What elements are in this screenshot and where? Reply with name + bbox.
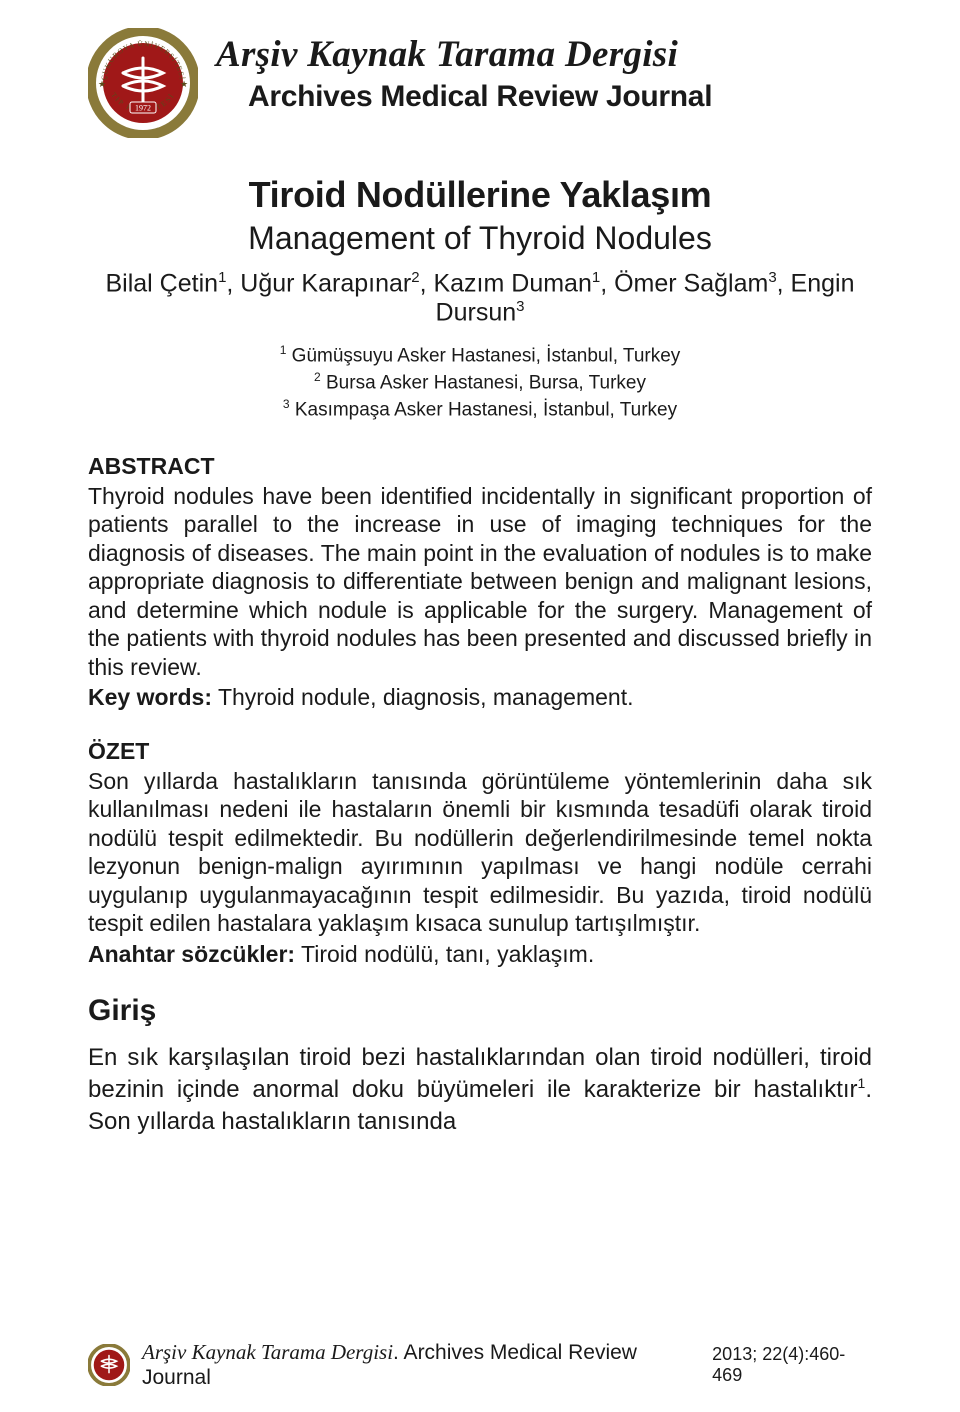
footer-logo — [88, 1344, 130, 1386]
keywords-text-tr: Tiroid nodülü, tanı, yaklaşım. — [295, 941, 594, 967]
svg-text:1972: 1972 — [135, 104, 151, 113]
svg-text:★: ★ — [180, 79, 188, 89]
abstract-body: Thyroid nodules have been identified inc… — [88, 482, 872, 682]
footer-journal-text: Arşiv Kaynak Tarama Dergisi. Archives Me… — [142, 1340, 700, 1390]
keywords-label-en: Key words: — [88, 684, 212, 710]
footer-journal-italic: Arşiv Kaynak Tarama Dergisi — [142, 1340, 393, 1364]
journal-titles: Arşiv Kaynak Tarama Dergisi Archives Med… — [216, 28, 712, 115]
journal-title-sub: Archives Medical Review Journal — [248, 79, 712, 115]
ozet-heading: ÖZET — [88, 738, 872, 765]
journal-logo: ÇUKUROVA ÜNİVERSİTESİ TIP FAKÜLTESİ 1972… — [88, 28, 198, 138]
header-row: ÇUKUROVA ÜNİVERSİTESİ TIP FAKÜLTESİ 1972… — [88, 28, 872, 138]
footer: Arşiv Kaynak Tarama Dergisi. Archives Me… — [0, 1340, 960, 1390]
affiliations: 1 Gümüşsuyu Asker Hastanesi, İstanbul, T… — [88, 342, 872, 423]
authors-line: Bilal Çetin1, Uğur Karapınar2, Kazım Dum… — [88, 269, 872, 328]
abstract-keywords: Key words: Thyroid nodule, diagnosis, ma… — [88, 683, 872, 712]
article-title-tr: Tiroid Nodüllerine Yaklaşım — [88, 174, 872, 216]
svg-text:★: ★ — [98, 79, 106, 89]
abstract-heading: ABSTRACT — [88, 453, 872, 480]
giris-body: En sık karşılaşılan tiroid bezi hastalık… — [88, 1042, 872, 1137]
footer-issue: 2013; 22(4):460-469 — [712, 1344, 872, 1386]
giris-heading: Giriş — [88, 994, 872, 1028]
keywords-text-en: Thyroid nodule, diagnosis, management. — [212, 684, 634, 710]
ozet-keywords: Anahtar sözcükler: Tiroid nodülü, tanı, … — [88, 940, 872, 969]
article-title-en: Management of Thyroid Nodules — [88, 220, 872, 257]
journal-title-main: Arşiv Kaynak Tarama Dergisi — [216, 34, 712, 77]
ozet-body: Son yıllarda hastalıkların tanısında gör… — [88, 767, 872, 938]
keywords-label-tr: Anahtar sözcükler: — [88, 941, 295, 967]
